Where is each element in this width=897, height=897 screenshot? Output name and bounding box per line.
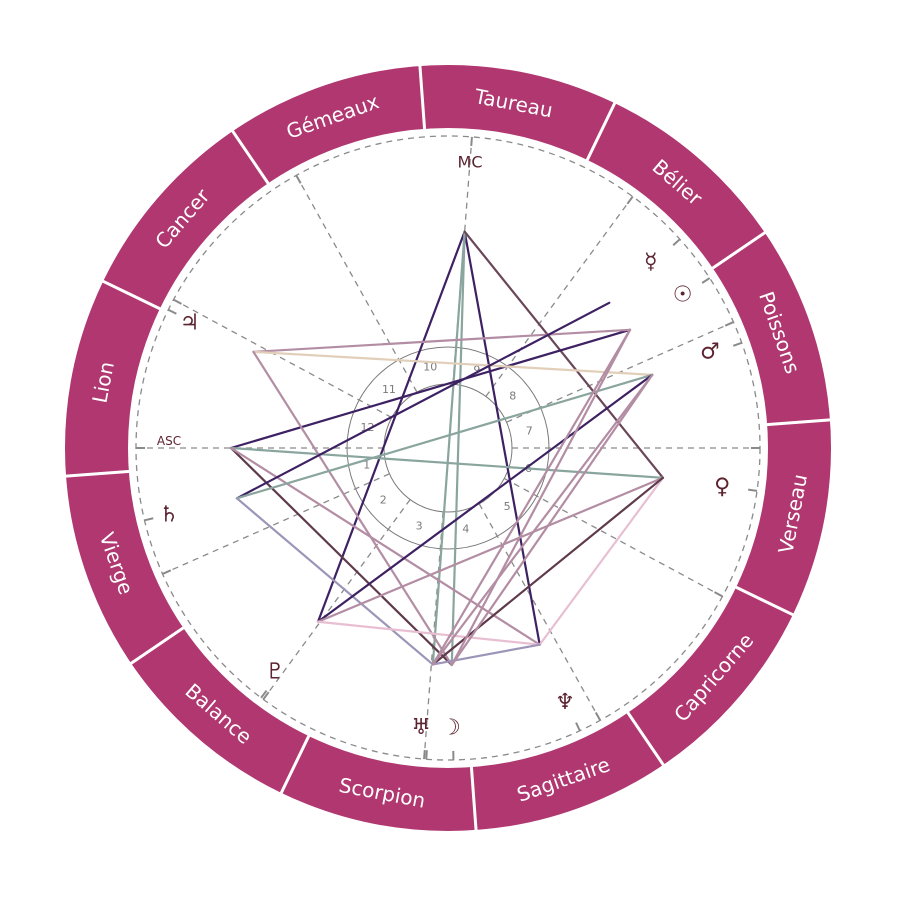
aspect-line-uranus-neptune [431, 643, 541, 666]
cusp-tick [173, 298, 182, 305]
aspect-lines [229, 230, 665, 667]
house-cusp-line [262, 499, 411, 700]
jupiter-icon: ♃ [180, 311, 200, 336]
aspect-line-asc-sun [229, 328, 632, 450]
planet-tick-sun [701, 277, 711, 284]
sign-separator [469, 765, 478, 833]
house-number: 7 [526, 424, 533, 437]
aspect-line-asc-moon [229, 446, 453, 667]
planet-tick-saturn [144, 517, 154, 522]
planet-tick-pluto [260, 690, 268, 699]
aspect-line-mars-moon [450, 373, 654, 667]
cusp-tick [470, 136, 473, 146]
sign-separator [418, 63, 427, 131]
planet-tick-uranus [425, 750, 428, 760]
house-cusp-line [162, 473, 390, 575]
aspect-line-pluto-venus [316, 476, 665, 623]
house-number: 2 [380, 493, 387, 506]
house-number: 8 [509, 390, 516, 403]
sun-icon: ☉ [673, 283, 693, 308]
sign-separator [585, 100, 617, 163]
house-cusp-line [478, 503, 601, 721]
sign-separator [230, 128, 271, 186]
cusp-tick [262, 691, 270, 701]
aspect-line-saturn-mercury [235, 301, 611, 500]
planet-glyphs: ☿ ☉ ♂ ♀ ♆ ☽ ♅ ♇ ♄ ♃ [159, 250, 730, 741]
mars-icon: ♂ [700, 340, 720, 365]
asc-label: ASC [157, 434, 181, 448]
aspect-line-mc-uranus [431, 230, 466, 666]
house-number: 1 [363, 459, 370, 472]
house-number: 10 [423, 360, 437, 373]
cusp-tick [594, 712, 602, 721]
aspect-line-jupiter-moon [252, 350, 453, 667]
uranus-icon: ♅ [411, 715, 431, 740]
cusp-tick [423, 750, 426, 760]
aspect-line-mc-pluto [316, 230, 466, 623]
sign-separator [63, 469, 131, 478]
sign-separator [765, 418, 833, 427]
cusp-tick [724, 321, 734, 327]
venus-icon: ♀ [714, 475, 730, 500]
mercury-icon: ☿ [644, 250, 658, 275]
aspect-line-sun-moon [450, 328, 632, 667]
sign-separator [279, 733, 311, 796]
cusp-tick [626, 195, 634, 205]
sign-separator [625, 710, 666, 768]
saturn-icon: ♄ [159, 502, 179, 527]
aspect-line-mc-venus [463, 230, 665, 479]
sign-separator [128, 625, 186, 666]
aspect-line-sun-uranus [431, 328, 632, 666]
aspect-line-venus-neptune [538, 476, 665, 646]
cusp-tick [714, 591, 723, 598]
aspect-line-saturn-uranus [235, 497, 434, 666]
aspect-line-mc-moon [450, 230, 466, 667]
angle-labels: MC ASC [157, 152, 483, 448]
planet-tick-neptune [575, 722, 581, 732]
zodiac-ring-band [65, 65, 831, 831]
aspect-line-jupiter-sun [252, 328, 632, 353]
house-cusp-line [173, 299, 393, 419]
aspect-line-asc-venus [229, 446, 665, 479]
house-number: 5 [504, 500, 511, 513]
house-cusp-line [295, 175, 418, 393]
aspect-line-jupiter-mars [252, 350, 654, 376]
cusp-tick [162, 569, 172, 575]
aspect-line-pluto-mars [316, 373, 654, 623]
aspect-line-mc-neptune [463, 230, 541, 646]
zodiac-ring [63, 63, 833, 833]
pluto-icon: ♇ [265, 659, 285, 684]
house-number: 3 [416, 519, 423, 532]
aspect-line-venus-uranus [431, 476, 665, 666]
sign-separator [733, 585, 796, 617]
house-number: 9 [473, 364, 480, 377]
planet-tick-mars [732, 341, 743, 347]
aspect-line-pluto-neptune [316, 620, 541, 646]
planet-tick-jupiter [167, 308, 177, 315]
neptune-icon: ♆ [555, 690, 575, 715]
cusp-tick [295, 174, 302, 184]
moon-icon: ☽ [441, 715, 461, 740]
mc-label: MC [458, 152, 483, 171]
sign-separator [710, 230, 768, 271]
house-cusp-line [503, 477, 723, 597]
house-cusp-line [485, 196, 634, 397]
planet-tick-venus [747, 488, 758, 492]
house-number: 4 [462, 523, 469, 536]
sign-separator [100, 279, 163, 311]
aspect-line-saturn-mars [235, 373, 654, 500]
house-number: 11 [382, 383, 396, 396]
planet-tick-mercury [672, 238, 681, 246]
aspect-line-mars-uranus [431, 373, 654, 666]
